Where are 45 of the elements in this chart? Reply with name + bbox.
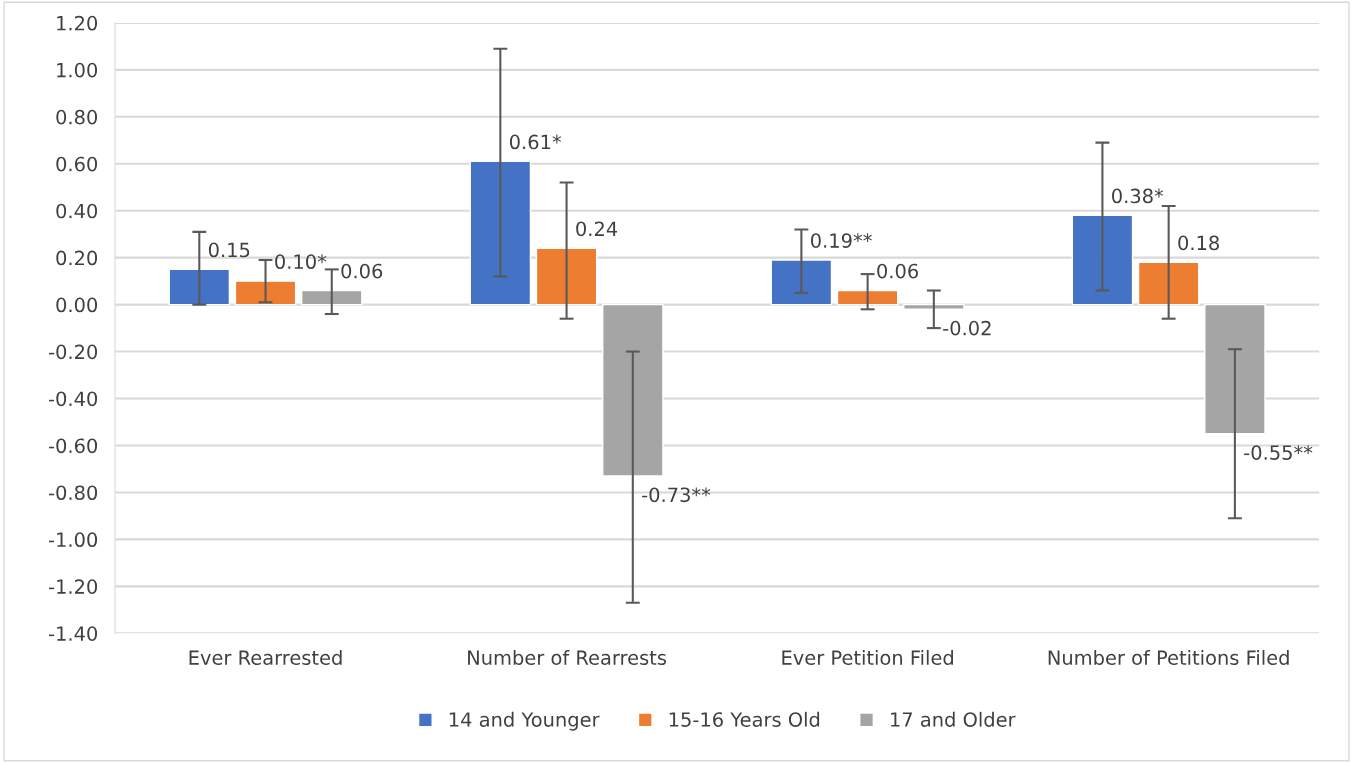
legend-label: 15-16 Years Old [669,711,820,727]
bar [469,160,532,306]
x-tick-label: Number of Petitions Filed [1048,649,1289,666]
data-label: 0.24 [576,221,618,237]
y-tick-label: 0.40 [56,203,98,219]
data-label: 0.18 [1178,235,1219,251]
bar [770,259,833,306]
bar [903,303,965,311]
bar [1137,261,1200,306]
bar [300,289,363,306]
x-tick-label: Ever Petition Filed [782,649,953,666]
y-tick-label: -1.40 [48,626,98,641]
data-label: -0.55** [1244,445,1313,460]
data-label: 0.61* [509,134,562,150]
x-tick-label: Ever Rearrested [189,649,342,666]
data-label: -0.02 [943,320,991,336]
bar [168,268,231,306]
bar [234,280,297,306]
bar [836,289,899,306]
y-tick-label: 1.20 [57,15,98,31]
bar [601,303,664,477]
y-tick-label: -0.20 [48,344,98,360]
data-label: 0.38* [1112,188,1164,204]
y-tick-label: -0.60 [48,438,98,454]
data-label: 0.06 [341,263,383,279]
y-tick-label: 0.60 [56,156,98,172]
y-tick-label: -1.00 [48,532,98,548]
y-tick-label: 1.00 [57,62,98,78]
y-tick-label: -0.40 [48,391,98,407]
data-label: 0.19** [811,233,872,248]
data-label: 0.10* [275,254,327,270]
data-label: 0.15 [208,242,250,258]
legend-label: 17 and Older [891,711,1016,727]
legend-label: 14 and Younger [449,711,600,731]
y-tick-label: -0.80 [48,485,98,501]
bar [535,247,598,306]
bar [1071,214,1134,306]
x-tick-label: Number of Rearrests [468,649,667,666]
data-label: 0.06 [877,263,919,279]
data-label: -0.73** [642,487,711,503]
y-tick-label: 0.20 [56,250,98,266]
y-tick-label: 0.80 [56,109,98,125]
y-tick-label: -1.20 [48,579,98,594]
y-tick-label: 0.00 [56,297,98,313]
bar [1204,303,1266,435]
